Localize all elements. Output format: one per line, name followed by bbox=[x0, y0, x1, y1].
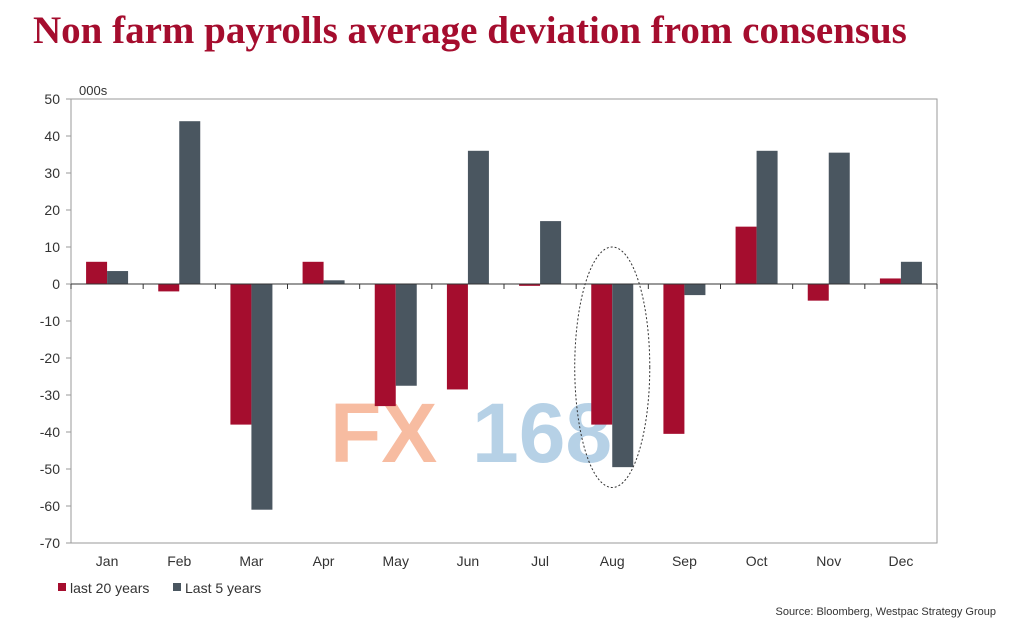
bar-last-20-years-sep bbox=[663, 284, 685, 434]
y-tick-label: -40 bbox=[40, 424, 60, 440]
chart-title: Non farm payrolls average deviation from… bbox=[33, 9, 907, 52]
bars bbox=[86, 121, 922, 510]
highlight-ellipse bbox=[574, 246, 651, 488]
watermark-168: 168 bbox=[472, 386, 612, 480]
x-tick-label: Dec bbox=[888, 553, 913, 569]
y-axis: 50 40 30 20 10 0 -10 -20 -30 -40 -50 -60 -70 bbox=[40, 91, 71, 551]
bar-last-5-years-sep bbox=[684, 284, 706, 296]
x-tick-label: Feb bbox=[167, 553, 191, 569]
y-tick-label: 0 bbox=[52, 276, 60, 292]
legend-swatch bbox=[173, 583, 181, 591]
bar-last-5-years-aug bbox=[612, 284, 634, 468]
y-tick-label: 30 bbox=[44, 165, 60, 181]
y-tick-label: -20 bbox=[40, 350, 60, 366]
legend-label: last 20 years bbox=[70, 580, 149, 596]
x-tick-label: Nov bbox=[816, 553, 841, 569]
y-tick-label: -10 bbox=[40, 313, 60, 329]
bar-last-20-years-oct bbox=[735, 226, 757, 284]
legend-label: Last 5 years bbox=[185, 580, 261, 596]
bar-last-5-years-jan bbox=[107, 271, 129, 284]
bar-last-20-years-jul bbox=[519, 284, 541, 286]
x-tick-label: May bbox=[383, 553, 409, 569]
bar-last-5-years-may bbox=[395, 284, 417, 386]
y-tick-label: -30 bbox=[40, 387, 60, 403]
y-tick-label: 10 bbox=[44, 239, 60, 255]
bar-last-5-years-dec bbox=[900, 261, 922, 284]
x-tick-label: Mar bbox=[239, 553, 263, 569]
legend-swatch bbox=[58, 583, 66, 591]
bar-last-20-years-nov bbox=[807, 284, 829, 301]
bar-last-20-years-dec bbox=[879, 278, 901, 284]
y-tick-label: 40 bbox=[44, 128, 60, 144]
y-tick-label: -50 bbox=[40, 461, 60, 477]
bar-last-20-years-aug bbox=[591, 284, 613, 425]
y-tick-label: 20 bbox=[44, 202, 60, 218]
y-tick-label: -70 bbox=[40, 535, 60, 551]
bar-last-20-years-apr bbox=[302, 261, 324, 284]
bar-last-5-years-oct bbox=[756, 150, 778, 284]
bar-last-20-years-jan bbox=[86, 261, 108, 284]
bar-last-20-years-feb bbox=[158, 284, 180, 292]
bar-last-5-years-jul bbox=[540, 221, 562, 284]
bar-last-5-years-apr bbox=[323, 280, 345, 284]
legend: last 20 years Last 5 years bbox=[58, 580, 261, 596]
y-unit-label: 000s bbox=[79, 83, 108, 98]
bar-last-20-years-may bbox=[374, 284, 396, 407]
x-tick-label: Sep bbox=[672, 553, 697, 569]
watermark: FX 168 bbox=[330, 386, 612, 480]
y-tick-label: 50 bbox=[44, 91, 60, 107]
y-tick-label: -60 bbox=[40, 498, 60, 514]
x-axis: Jan Feb Mar Apr May Jun Jul Aug Sep Oct Nov Dec bbox=[70, 284, 938, 569]
x-tick-label: Jul bbox=[531, 553, 549, 569]
x-tick-label: Oct bbox=[746, 553, 768, 569]
bar-last-5-years-mar bbox=[251, 284, 273, 510]
x-tick-label: Apr bbox=[313, 553, 335, 569]
bar-last-20-years-jun bbox=[446, 284, 468, 390]
bar-last-20-years-mar bbox=[230, 284, 252, 425]
x-tick-label: Jan bbox=[96, 553, 119, 569]
bar-last-5-years-feb bbox=[179, 121, 201, 284]
source-note: Source: Bloomberg, Westpac Strategy Grou… bbox=[775, 606, 996, 618]
x-tick-label: Jun bbox=[457, 553, 480, 569]
bar-last-5-years-jun bbox=[467, 150, 489, 284]
x-tick-label: Aug bbox=[600, 553, 625, 569]
bar-last-5-years-nov bbox=[828, 152, 850, 284]
